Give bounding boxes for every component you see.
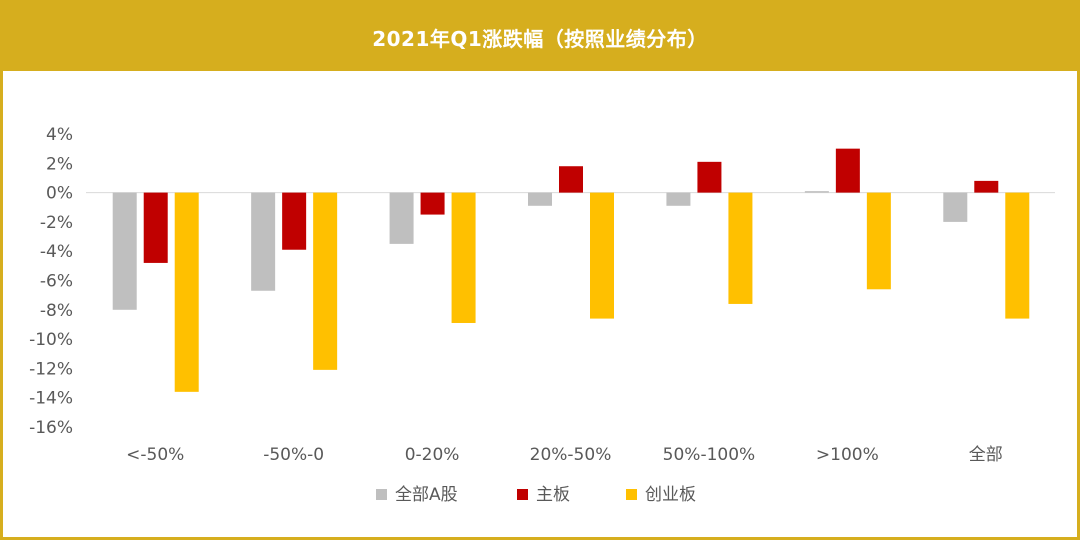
bar-chinext [451, 192, 476, 323]
y-tick-label: 0% [46, 184, 73, 204]
bar-all-a-shares [804, 191, 829, 193]
bar-main-board [974, 180, 999, 193]
y-tick-label: 2% [46, 154, 73, 174]
x-tick-label: 50%-100% [663, 445, 756, 465]
bar-chinext [313, 192, 338, 370]
title-bar: 2021年Q1涨跌幅（按照业绩分布） [3, 3, 1077, 71]
y-tick-label: -4% [40, 242, 73, 262]
y-tick-label: -6% [40, 272, 73, 292]
y-tick-label: -10% [29, 330, 73, 350]
y-tick-label: -8% [40, 301, 73, 321]
bar-main-board [420, 192, 445, 215]
legend-label: 创业板 [645, 485, 696, 505]
bar-main-board [835, 148, 860, 193]
y-tick-label: -12% [29, 359, 73, 379]
legend-swatch [517, 489, 528, 500]
bar-all-a-shares [943, 192, 968, 222]
x-tick-label: -50%-0 [263, 445, 324, 465]
bar-chinext [866, 192, 891, 290]
bar-main-board [282, 192, 307, 250]
bar-all-a-shares [528, 192, 552, 206]
bar-main-board [143, 192, 168, 263]
x-tick-label: 全部 [969, 445, 1003, 465]
bar-chinext [728, 192, 753, 304]
bar-all-a-shares [112, 192, 137, 310]
x-tick-label: >100% [816, 445, 879, 465]
legend-label: 主板 [536, 485, 570, 505]
x-tick-label: 0-20% [405, 445, 460, 465]
legend-swatch [626, 489, 637, 500]
bar-chinext [1005, 192, 1030, 319]
y-tick-label: 4% [46, 125, 73, 145]
bar-main-board [697, 161, 722, 193]
y-tick-label: -16% [29, 418, 73, 438]
bar-all-a-shares [389, 192, 414, 244]
legend-swatch [376, 489, 387, 500]
bar-main-board [559, 166, 583, 193]
legend-label: 全部A股 [395, 485, 458, 505]
y-tick-label: -14% [29, 389, 73, 409]
x-tick-label: 20%-50% [530, 445, 612, 465]
x-tick-label: <-50% [126, 445, 184, 465]
y-tick-label: -2% [40, 213, 73, 233]
bar-chinext [590, 192, 614, 319]
bar-all-a-shares [666, 192, 691, 206]
bar-chinext [174, 192, 199, 392]
chart-title: 2021年Q1涨跌幅（按照业绩分布） [372, 26, 708, 51]
bar-all-a-shares [251, 192, 276, 291]
